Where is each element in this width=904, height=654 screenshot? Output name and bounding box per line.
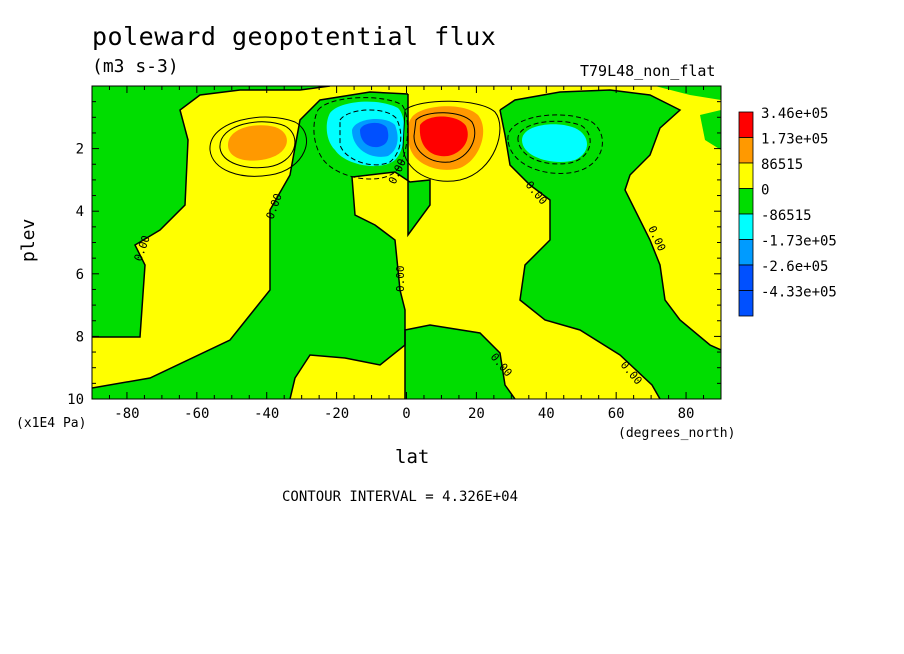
colorbar-swatch [738,137,754,164]
chart-title: poleward geopotential flux [92,22,497,51]
band-negative-nh-polar [700,110,721,150]
x-tick-label: 0 [402,406,410,422]
x-tick-label: 60 [608,406,625,422]
band-negative-sh-polar [92,86,330,337]
contour-line-zero-nh-lower [499,109,661,399]
contour-line-positive-sh-outer [209,116,307,177]
contour-interval-label: CONTOUR INTERVAL = 4.326E+04 [282,489,519,505]
colorbar-label: -1.73e+05 [761,234,837,250]
colorbar-swatch [738,111,754,138]
colorbar-swatch [738,264,754,291]
contour-line-zero-sh-polar [92,86,331,338]
contour-lines [92,86,721,399]
y-tick-label: 2 [76,142,84,158]
band-negative-sh-mid [92,92,430,399]
x-tick-label: 40 [538,406,555,422]
x-tick-label: -80 [114,406,139,422]
contour-fill-layer [92,86,721,399]
x-axis-label: lat [395,446,430,468]
x-axis-units: (degrees_north) [618,426,736,441]
x-tick-label: -40 [254,406,279,422]
y-tick-label: 10 [67,392,84,408]
contour-line-negative-eq-mid [339,109,402,166]
contour-line-negative-nh-inner [517,120,591,165]
x-tick-label: -60 [184,406,209,422]
colorbar-legend: 3.46e+05 1.73e+05 86515 0 -86515 -1.73e+05 -2.… [738,106,837,317]
colorbar-label: 3.46e+05 [761,106,828,122]
y-tick-label: 6 [76,267,84,283]
y-tick-label: 4 [76,204,84,220]
contour-label: 0.00 [394,266,407,293]
band-negative-eq-peak [360,122,389,148]
run-label: T79L48_non_flat [580,62,716,80]
colorbar-label: -2.6e+05 [761,259,828,275]
colorbar-swatch [738,239,754,266]
colorbar-label: 1.73e+05 [761,132,828,148]
chart-units: (m3 s-3) [92,56,179,77]
colorbar-label: -86515 [761,208,812,224]
colorbar-swatch [738,162,754,189]
contour-line-negative-nh-outer [507,114,603,174]
x-tick-label: -20 [324,406,349,422]
contour-line-negative-eq-outer [313,97,409,180]
colorbar-label: 0 [761,183,769,199]
y-axis-units: (x1E4 Pa) [16,416,87,431]
contour-line-positive-eq-inner [413,112,476,163]
contour-line-positive-sh-inner [219,121,296,169]
contour-line-zero-eq [289,94,431,399]
colorbar-swatch [738,213,754,240]
colorbar-swatch [738,188,754,215]
contour-line-positive-eq-outer [402,100,501,182]
band-negative-nh-mid-strong [522,124,588,162]
contour-line-zero-nh-mid [499,89,721,351]
y-tick-label: 8 [76,329,84,345]
band-negative-top-right [655,86,721,100]
band-negative-eq [405,325,515,399]
band-positive-eq-peak [419,116,468,157]
x-tick-label: 80 [678,406,695,422]
colorbar-label: -4.33e+05 [761,285,837,301]
band-positive-sh-mid [228,125,287,161]
axes-layer: -80 -60 -40 -20 0 20 40 60 80 2 4 6 8 10 [67,85,722,422]
colorbar-label: 86515 [761,157,803,173]
contour-line-zero-sh-mid [92,91,409,389]
x-tick-label: 20 [468,406,485,422]
band-negative-nh-mid [500,90,721,399]
colorbar-swatch [738,290,754,317]
contour-line-zero-eq-lower [404,324,516,399]
